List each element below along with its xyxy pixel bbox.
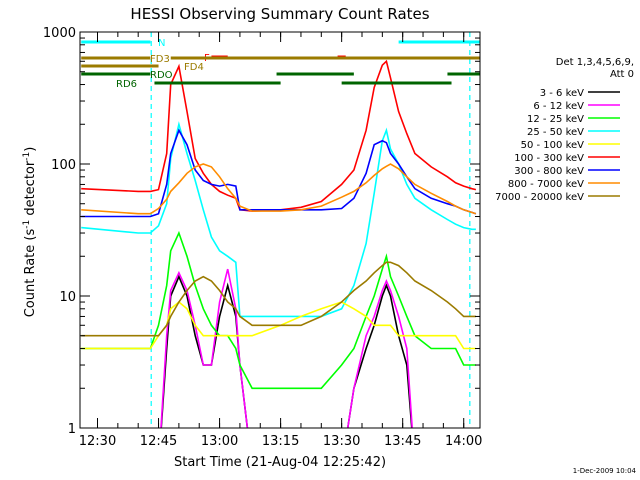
flag-label-rdo: RDO (150, 70, 173, 81)
flag-label-rd6: RD6 (116, 79, 137, 90)
legend-label-1: 6 - 12 keV (533, 101, 584, 112)
legend-header-line1: Det 1,3,4,5,6,9, (556, 57, 634, 68)
series-line-0 (160, 274, 413, 428)
series-line-7 (81, 163, 477, 215)
legend-label-3: 25 - 50 keV (527, 127, 584, 138)
flag-bars: NFFD3FD4RDORD6 (81, 38, 480, 90)
series-line-5 (81, 59, 477, 212)
chart-title: HESSI Observing Summary Count Rates (130, 5, 429, 23)
dashed-markers (150, 32, 471, 428)
legend-label-5: 100 - 300 keV (514, 153, 584, 164)
x-tick-label-5: 13:45 (384, 434, 421, 449)
flag-label-fd3: FD3 (150, 54, 170, 65)
plot-frame (79, 31, 481, 429)
legend-label-2: 12 - 25 keV (527, 114, 584, 125)
series-line-2 (81, 230, 476, 390)
y-tick-label-0: 1 (68, 422, 76, 437)
legend-label-6: 300 - 800 keV (514, 166, 584, 177)
series-line-3 (81, 121, 476, 318)
x-tick-label-3: 13:15 (262, 434, 299, 449)
y-tick-label-3: 1000 (43, 26, 76, 41)
x-tick-label-1: 12:45 (140, 434, 177, 449)
legend-label-8: 7000 - 20000 keV (495, 192, 584, 203)
series-line-8 (81, 261, 476, 337)
legend: Det 1,3,4,5,6,9, Att 0 3 - 6 keV 6 - 12 k… (495, 57, 634, 203)
y-tick-label-2: 100 (51, 158, 76, 173)
x-axis-label: Start Time (21-Aug-04 12:25:42) (174, 455, 386, 470)
series-line-6 (81, 128, 477, 218)
x-tick-label-6: 14:00 (445, 434, 482, 449)
x-tick-label-2: 13:00 (201, 434, 238, 449)
footer-date: 1-Dec-2009 10:04 (573, 467, 637, 475)
legend-label-0: 3 - 6 keV (540, 88, 584, 99)
legend-label-4: 50 - 100 keV (521, 140, 585, 151)
flag-label-n: N (158, 38, 165, 49)
y-tick-label-1: 10 (59, 290, 76, 305)
series-lines (81, 59, 477, 428)
y-axis-label: Count Rate (s-1 detector-1) (22, 147, 38, 318)
x-tick-label-4: 13:30 (323, 434, 360, 449)
legend-header-line2: Att 0 (610, 69, 634, 80)
legend-label-7: 800 - 7000 keV (508, 179, 584, 190)
x-tick-label-0: 12:30 (79, 434, 116, 449)
series-line-1 (160, 268, 414, 428)
axes: 1 10 100 1000 12:30 12:45 13:00 13:15 13:30 13:45… (43, 26, 483, 449)
series-line-4 (81, 300, 476, 350)
flag-label-fd4: FD4 (184, 62, 204, 73)
